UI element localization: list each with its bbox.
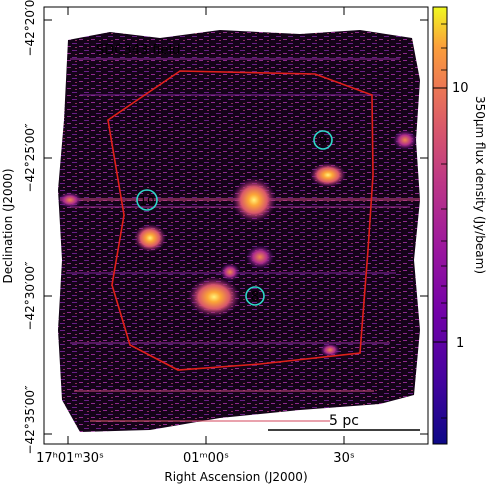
y-tick-label: −42°30′00″	[23, 261, 37, 331]
plot-frame	[43, 6, 429, 445]
y-tick-label: −42°35′00″	[23, 385, 37, 455]
colorbar-title: 350µm flux density (Jy/beam)	[473, 96, 487, 274]
scale-bar: 5 pc	[268, 413, 420, 431]
x-tick-label: 30ˢ	[333, 451, 355, 466]
axis-ticks	[44, 7, 428, 444]
x-axis-title: Right Ascension (J2000)	[164, 470, 307, 484]
marker-8: 8	[245, 286, 265, 306]
coverage-outline	[107, 70, 374, 371]
colorbar-tick-label: 1	[456, 336, 464, 351]
marker-10-label: 10	[139, 194, 154, 208]
y-tick-label: −42°25′00″	[23, 123, 37, 193]
x-tick-label: 17ʰ01ᵐ30ˢ	[36, 451, 104, 466]
flux-map	[44, 7, 428, 444]
marker-8-label: 8	[251, 290, 259, 305]
marker-9: 9	[313, 130, 333, 150]
marker-10: 10	[136, 189, 158, 211]
y-axis-title: Declination (J2000)	[1, 168, 15, 283]
colorbar-tick-label: 10	[452, 81, 469, 96]
colorbar	[432, 6, 448, 445]
field-label: SDC343 field	[96, 43, 180, 58]
y-tick-label: −42°20′00″	[23, 0, 37, 57]
x-tick-label: 01ᵐ00ˢ	[183, 451, 229, 466]
scale-bar-label: 5 pc	[329, 413, 359, 429]
marker-9-label: 9	[319, 134, 327, 149]
